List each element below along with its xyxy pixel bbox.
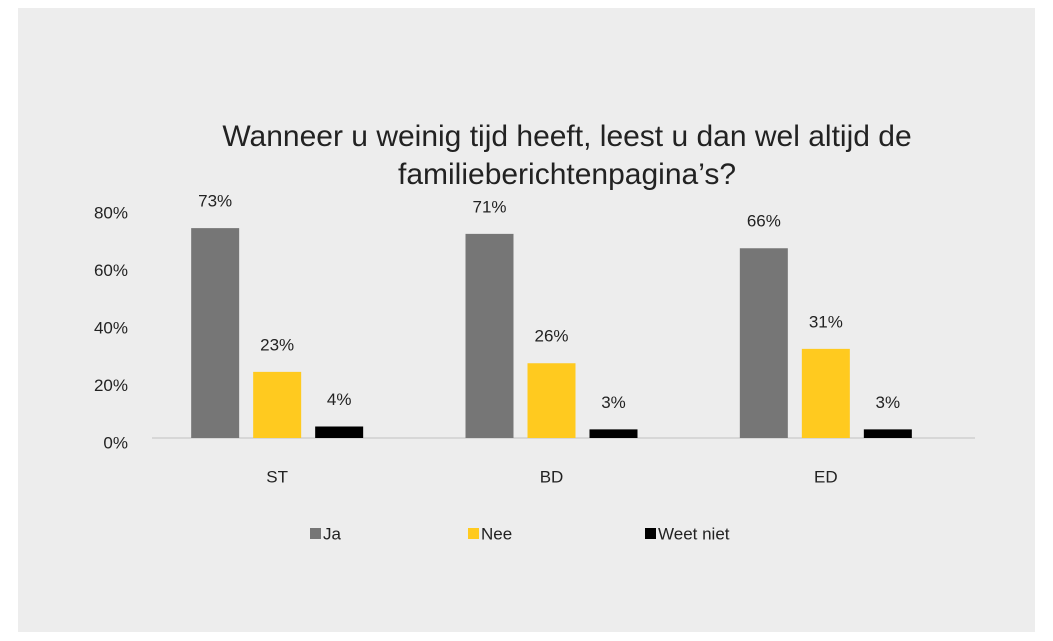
legend-label: Nee [481, 524, 512, 543]
value-label: 71% [472, 197, 506, 216]
x-tick-label: ED [814, 467, 838, 486]
bar [253, 371, 302, 438]
y-tick-label: 60% [94, 261, 128, 280]
value-label: 3% [876, 393, 901, 412]
legend-label: Ja [323, 524, 342, 543]
chart-background [18, 8, 1035, 632]
value-label: 3% [601, 393, 626, 412]
y-tick-label: 0% [103, 433, 128, 452]
chart-title: Wanneer u weinig tijd heeft, leest u dan… [222, 120, 912, 191]
bar [191, 228, 240, 438]
bar [465, 233, 514, 438]
bar [863, 429, 912, 438]
bar [739, 248, 788, 438]
bar [589, 429, 638, 438]
legend-swatch [645, 528, 656, 539]
bar [527, 363, 576, 438]
y-tick-label: 80% [94, 203, 128, 222]
x-tick-label: BD [540, 467, 564, 486]
value-label: 23% [260, 335, 294, 354]
legend-label: Weet niet [658, 524, 730, 543]
bar [315, 426, 364, 438]
value-label: 4% [327, 390, 352, 409]
y-tick-label: 20% [94, 376, 128, 395]
y-tick-label: 40% [94, 318, 128, 337]
value-label: 26% [534, 327, 568, 346]
legend-swatch [468, 528, 479, 539]
value-label: 73% [198, 192, 232, 211]
x-tick-label: ST [266, 467, 288, 486]
value-label: 66% [747, 212, 781, 231]
bar [801, 348, 850, 438]
legend-swatch [310, 528, 321, 539]
value-label: 31% [809, 312, 843, 331]
